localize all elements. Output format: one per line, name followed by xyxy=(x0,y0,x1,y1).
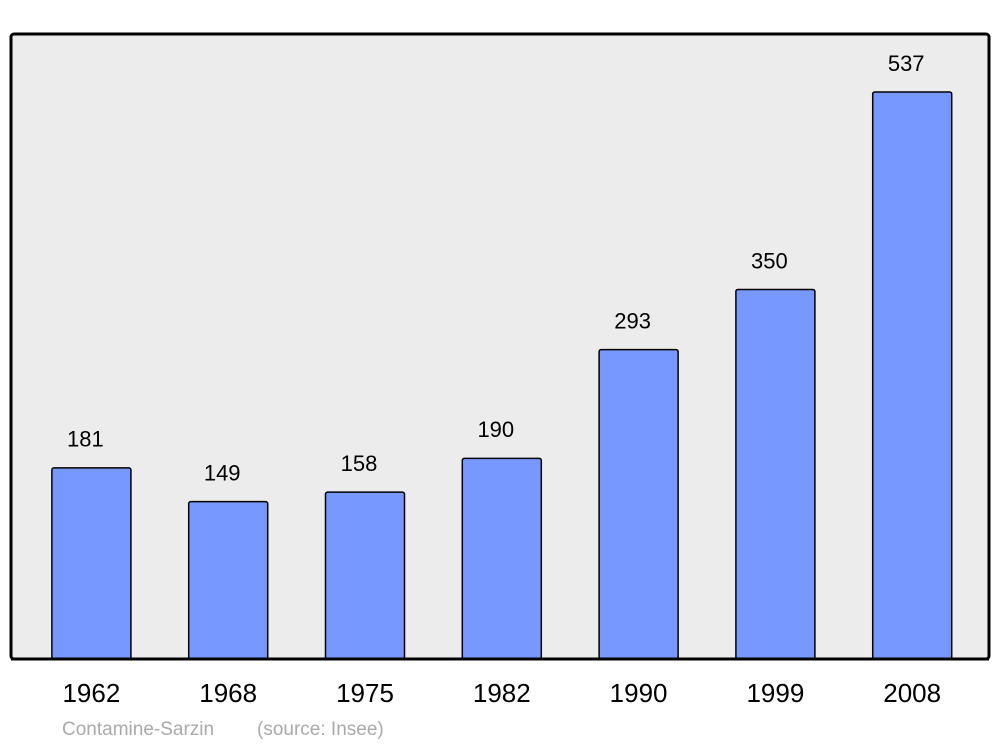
bar xyxy=(598,348,679,660)
value-label: 190 xyxy=(477,417,514,442)
value-label: 181 xyxy=(67,427,104,452)
x-tick-label: 1999 xyxy=(746,678,804,708)
value-label: 158 xyxy=(341,451,378,476)
x-tick-label: 2008 xyxy=(883,678,941,708)
x-tick-label: 1962 xyxy=(62,678,120,708)
x-tick-label: 1990 xyxy=(610,678,668,708)
bar xyxy=(871,91,953,660)
x-tick-label: 1975 xyxy=(336,678,394,708)
source-note: (source: Insee) xyxy=(257,719,384,740)
place-name: Contamine-Sarzin xyxy=(62,719,214,740)
value-label: 537 xyxy=(888,51,925,76)
bar xyxy=(187,500,269,660)
x-tick-label: 1968 xyxy=(199,678,257,708)
bar xyxy=(735,288,816,660)
value-label: 293 xyxy=(614,308,651,333)
value-label: 350 xyxy=(751,248,788,273)
bar xyxy=(51,467,132,660)
value-label: 149 xyxy=(204,460,241,485)
bar xyxy=(461,457,543,660)
x-tick-label: 1982 xyxy=(473,678,531,708)
bar xyxy=(324,491,406,660)
